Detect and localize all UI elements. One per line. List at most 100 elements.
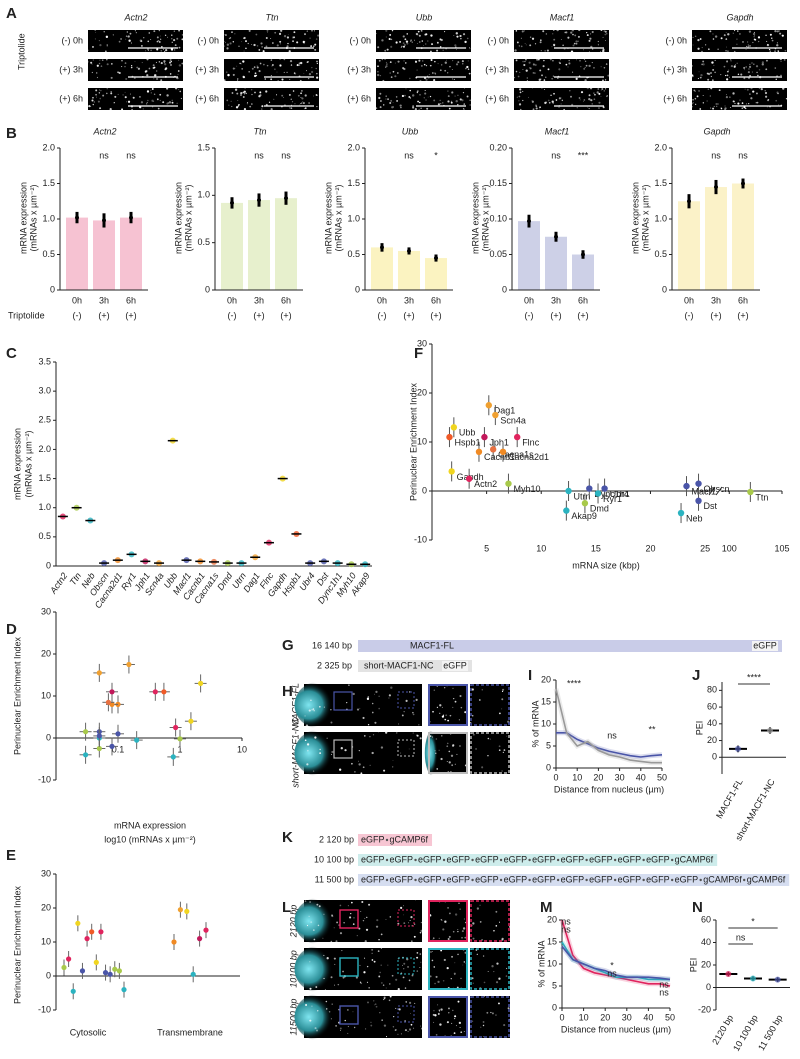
speckle xyxy=(419,737,422,740)
bar xyxy=(371,247,393,290)
speckle xyxy=(246,103,249,105)
speckle xyxy=(335,1025,337,1027)
speckle xyxy=(330,1018,332,1020)
speckle xyxy=(552,102,554,104)
speckle xyxy=(242,60,245,63)
speckle xyxy=(764,90,766,92)
mean-dot xyxy=(767,727,773,734)
condition-label: (-) 0h xyxy=(349,35,371,45)
speckle xyxy=(482,1024,485,1027)
speckle xyxy=(302,101,304,103)
y-axis-label: % of mRNA xyxy=(530,700,540,747)
speckle xyxy=(513,76,516,79)
speckle xyxy=(549,58,552,61)
speckle xyxy=(561,99,564,102)
speckle xyxy=(415,60,417,62)
speckle xyxy=(469,47,471,49)
speckle xyxy=(404,1020,406,1022)
speckle xyxy=(588,64,591,68)
mean-dot xyxy=(774,976,781,983)
speckle xyxy=(744,69,746,71)
speckle xyxy=(412,713,415,716)
speckle xyxy=(122,94,124,96)
speckle xyxy=(551,100,554,103)
speckle xyxy=(331,753,333,755)
construct-part: eGFP xyxy=(361,854,385,864)
y-tick-label: 20 xyxy=(541,674,551,684)
speckle xyxy=(771,39,774,42)
y-tick-label: 1.0 xyxy=(38,502,51,512)
speckle xyxy=(339,1027,342,1030)
speckle xyxy=(724,74,727,77)
speckle xyxy=(454,973,456,975)
speckle xyxy=(501,937,504,941)
micrograph xyxy=(470,996,510,1038)
speckle xyxy=(403,905,405,907)
speckle xyxy=(383,1024,387,1027)
speckle xyxy=(462,63,464,65)
speckle xyxy=(353,1026,356,1029)
y-axis-label: mRNA expression xyxy=(12,428,22,500)
y-axis-label: (mRNAs x µm⁻²) xyxy=(480,185,490,252)
condition-label: (+) 3h xyxy=(195,64,219,74)
speckle xyxy=(117,93,119,95)
y-tick-label: 10 xyxy=(41,936,51,946)
speckle xyxy=(542,30,545,33)
speckle xyxy=(539,108,540,110)
speckle xyxy=(277,80,279,82)
condition-label: (+) 6h xyxy=(59,93,83,103)
mean-marker xyxy=(102,218,106,223)
mean-marker xyxy=(714,185,718,190)
speckle xyxy=(726,46,728,48)
bar xyxy=(705,187,727,290)
speckle xyxy=(701,63,703,66)
speckle xyxy=(390,45,393,48)
speckle xyxy=(543,59,545,62)
point xyxy=(126,661,132,668)
speckle xyxy=(560,38,562,40)
speckle xyxy=(438,1009,441,1011)
x-tick-label: 0h xyxy=(227,295,237,305)
speckle xyxy=(243,93,246,95)
speckle xyxy=(396,72,399,74)
speckle xyxy=(502,751,505,754)
nucleus-signal xyxy=(294,993,342,1041)
speckle xyxy=(249,105,252,108)
construct-bar xyxy=(358,874,790,886)
speckle xyxy=(453,1032,456,1034)
speckle xyxy=(239,62,241,65)
speckle xyxy=(388,694,391,697)
speckle xyxy=(694,97,697,100)
speckle xyxy=(724,105,726,107)
construct-part: eGFP xyxy=(390,854,414,864)
speckle xyxy=(282,96,285,98)
speckle xyxy=(306,763,309,766)
speckle xyxy=(605,63,608,65)
speckle xyxy=(766,106,768,108)
row-label: 11500 bp xyxy=(288,999,298,1036)
speckle xyxy=(130,42,132,44)
speckle xyxy=(255,33,258,36)
construct-part: eGFP xyxy=(361,874,385,884)
speckle xyxy=(430,34,433,37)
speckle xyxy=(711,79,714,82)
speckle xyxy=(154,75,156,77)
speckle xyxy=(598,92,601,95)
speckle xyxy=(776,42,778,44)
speckle xyxy=(297,94,300,97)
speckle xyxy=(437,1012,441,1015)
speckle xyxy=(588,98,591,101)
speckle xyxy=(490,1011,492,1014)
x-tick-label: 0.1 xyxy=(112,744,125,754)
separator xyxy=(499,858,503,862)
speckle xyxy=(431,43,434,46)
speckle xyxy=(548,101,551,104)
point xyxy=(563,507,570,514)
speckle xyxy=(92,59,94,61)
speckle xyxy=(451,1022,453,1024)
speckle xyxy=(125,38,127,40)
y-tick-label: 60 xyxy=(707,701,717,711)
speckle xyxy=(398,1008,401,1011)
speckle xyxy=(479,904,481,906)
y-tick-label: 80 xyxy=(707,685,717,695)
